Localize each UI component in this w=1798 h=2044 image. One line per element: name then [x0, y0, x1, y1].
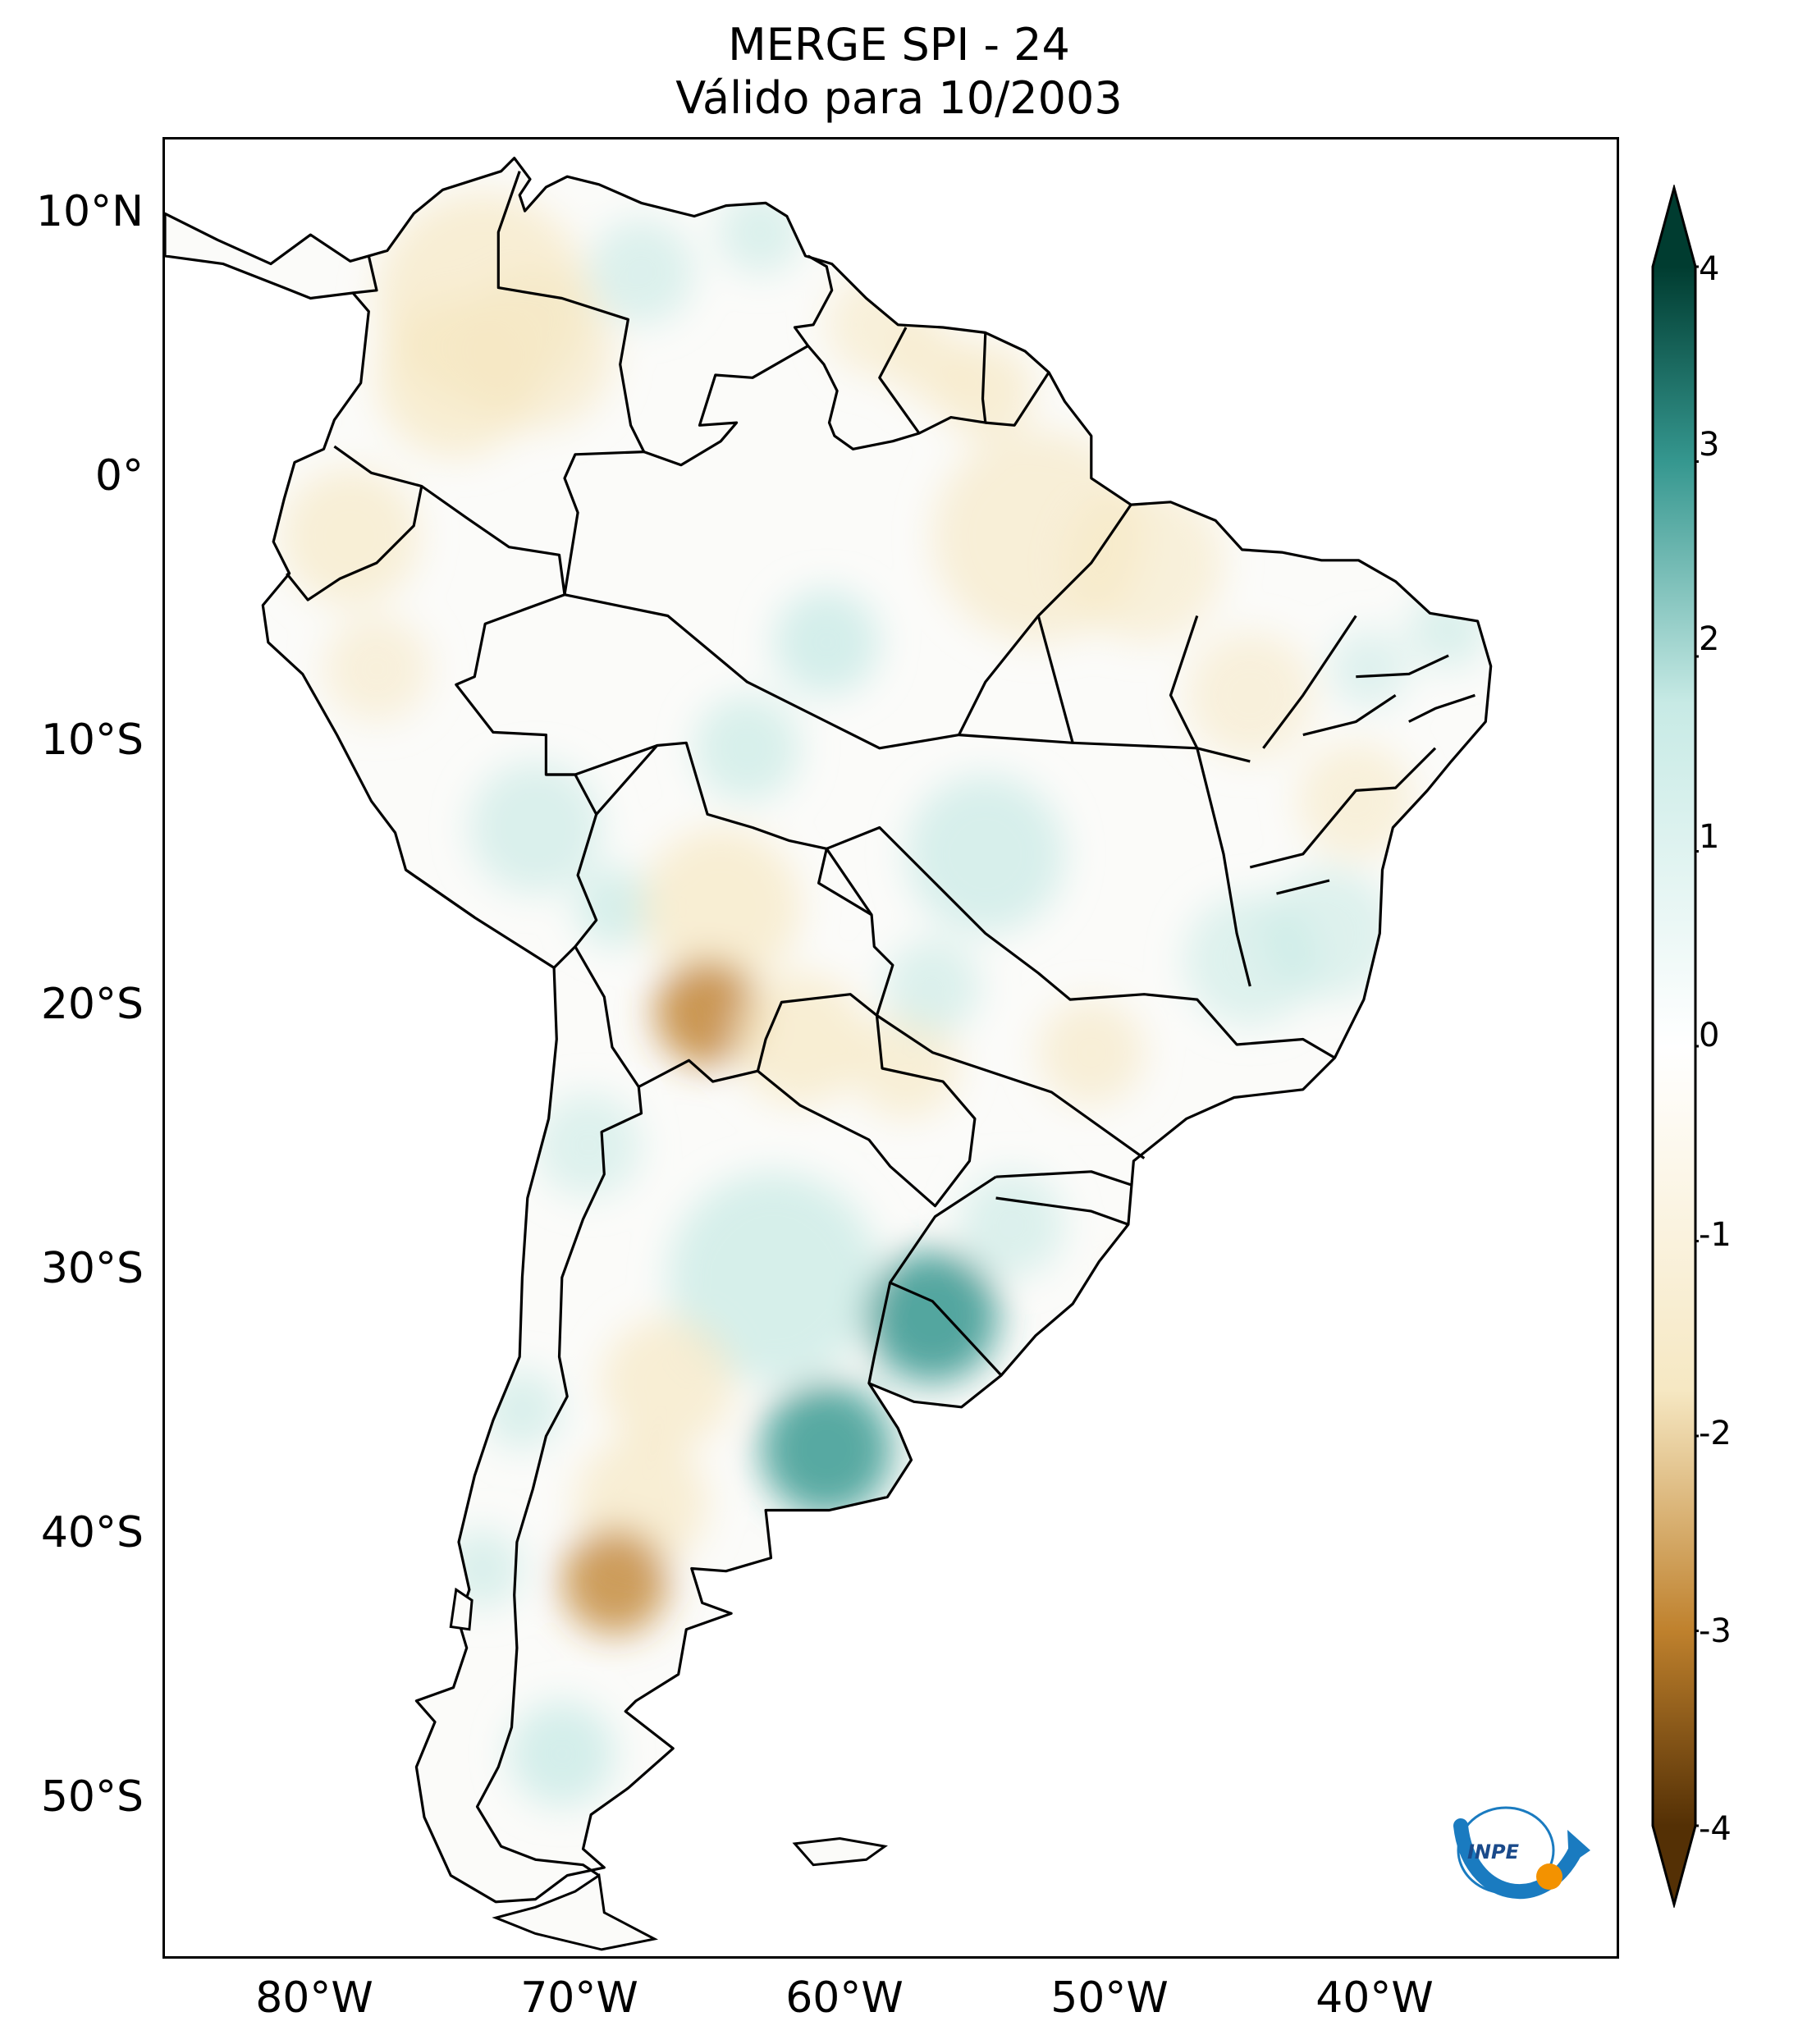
land-area [165, 158, 1491, 1902]
colorbar-ticks [1695, 265, 1699, 1827]
spi-anomaly-patch [1064, 483, 1224, 642]
colorbar-tick-label-2: 2 [1699, 620, 1720, 658]
border-line [793, 254, 920, 450]
colorbar-tick-label-4: 4 [1699, 250, 1720, 288]
south-america-map [165, 157, 1493, 1951]
border-line [825, 848, 873, 916]
chart-subtitle: Válido para 10/2003 [675, 72, 1123, 124]
border-line [995, 1196, 1129, 1226]
island [492, 1873, 659, 1951]
islands [449, 1587, 888, 1951]
spi-anomaly-patch [734, 972, 867, 1106]
country-state-borders [286, 171, 1475, 1877]
lat-tick-label-10n: 10°N [35, 187, 144, 236]
spi-anomaly-patch [535, 1092, 642, 1198]
spi-anomaly-patch [1183, 894, 1316, 1027]
lat-tick-label-50s: 50°S [40, 1772, 144, 1822]
colorbar-tick-label-neg2: -2 [1699, 1415, 1732, 1452]
map-panel [162, 137, 1619, 1959]
border-line [1356, 654, 1449, 679]
border-line [643, 345, 809, 467]
lon-tick-label-40w: 40°W [1315, 1973, 1434, 2023]
spi-anomaly-patch [469, 761, 602, 894]
lat-tick-label-10s: 10°S [40, 716, 144, 765]
spi-anomaly-patch [760, 1383, 893, 1516]
chart-title: MERGE SPI - 24 [728, 19, 1070, 71]
spi-anomaly-patch [1186, 631, 1314, 759]
border-line [475, 945, 643, 1877]
border-line [1196, 748, 1251, 987]
border-line [1036, 615, 1074, 743]
border-line [1408, 693, 1475, 723]
spi-anomaly-patch [561, 1529, 668, 1635]
colorbar [1651, 185, 1699, 1908]
colorbar-tick-label-neg3: -3 [1699, 1612, 1732, 1650]
spi-anomaly-field [281, 190, 1489, 1807]
spi-anomaly-patch [483, 1370, 562, 1450]
border-line [985, 371, 1050, 427]
lon-tick-label-50w: 50°W [1050, 1973, 1169, 2023]
logo-text: INPE [1467, 1841, 1520, 1863]
spi-anomaly-patch [866, 1251, 999, 1383]
colorbar-body [1653, 267, 1695, 1826]
spi-anomaly-patch [654, 959, 761, 1066]
border-line [564, 593, 1251, 763]
island [792, 1836, 888, 1867]
border-line [757, 1015, 977, 1208]
spi-anomaly-patch [281, 467, 419, 606]
lat-tick-label-30s: 30°S [40, 1244, 144, 1293]
spi-anomaly-patch [1038, 999, 1145, 1106]
lon-tick-label-80w: 80°W [255, 1973, 373, 2023]
colorbar-tick-label-neg4: -4 [1699, 1810, 1732, 1848]
border-line [867, 1282, 892, 1384]
spi-anomaly-patch [1297, 743, 1415, 860]
border-line [546, 743, 658, 776]
spi-anomaly-patch [1329, 629, 1409, 709]
colorbar-tick-label-3: 3 [1699, 426, 1720, 464]
border-line [1276, 879, 1330, 895]
spi-anomaly-patch [588, 218, 694, 325]
spi-anomaly-patch [455, 272, 615, 431]
spi-anomaly-patch [641, 827, 801, 987]
lat-tick-label-40s: 40°S [40, 1508, 144, 1557]
spi-anomaly-patch [773, 589, 880, 696]
border-line [1302, 693, 1397, 737]
spi-anomaly-patch [958, 1171, 1065, 1278]
colorbar-extend-bottom [1653, 1826, 1695, 1905]
colorbar-extend-top [1653, 188, 1695, 267]
border-line [420, 485, 566, 595]
lat-tick-label-0: 0° [94, 451, 144, 501]
spi-anomaly-patch [323, 615, 430, 722]
spi-anomaly-patch [574, 867, 655, 947]
spi-anomaly-patch [602, 1317, 734, 1450]
colorbar-tick-label-0: 0 [1699, 1017, 1720, 1054]
spi-anomaly-patch [509, 1700, 615, 1807]
border-line [876, 1014, 1146, 1159]
border-line [1262, 615, 1357, 749]
spi-anomaly-patch [1112, 1246, 1177, 1310]
border-line [1249, 747, 1437, 869]
lat-tick-label-20s: 20°S [40, 980, 144, 1029]
border-line [1169, 615, 1199, 749]
spi-anomaly-patch [906, 775, 1065, 934]
inpe-logo: INPE [1453, 1806, 1590, 1900]
lon-tick-label-70w: 70°W [520, 1973, 638, 2023]
border-line [496, 171, 646, 595]
colorbar-tick-label-neg1: -1 [1699, 1216, 1732, 1254]
spi-anomaly-patch [892, 324, 972, 405]
spi-anomaly-patch [667, 1171, 880, 1383]
border-line [286, 445, 423, 601]
border-line [878, 327, 987, 435]
colorbar-tick-label-1: 1 [1699, 818, 1720, 856]
spi-anomaly-patch [885, 938, 981, 1035]
border-line [352, 255, 378, 295]
border-line [995, 1170, 1132, 1187]
spi-anomaly-patch [694, 695, 800, 802]
coastline [165, 157, 1493, 1904]
island [449, 1587, 474, 1631]
border-line [826, 825, 1336, 1059]
lon-tick-label-60w: 60°W [785, 1973, 904, 2023]
